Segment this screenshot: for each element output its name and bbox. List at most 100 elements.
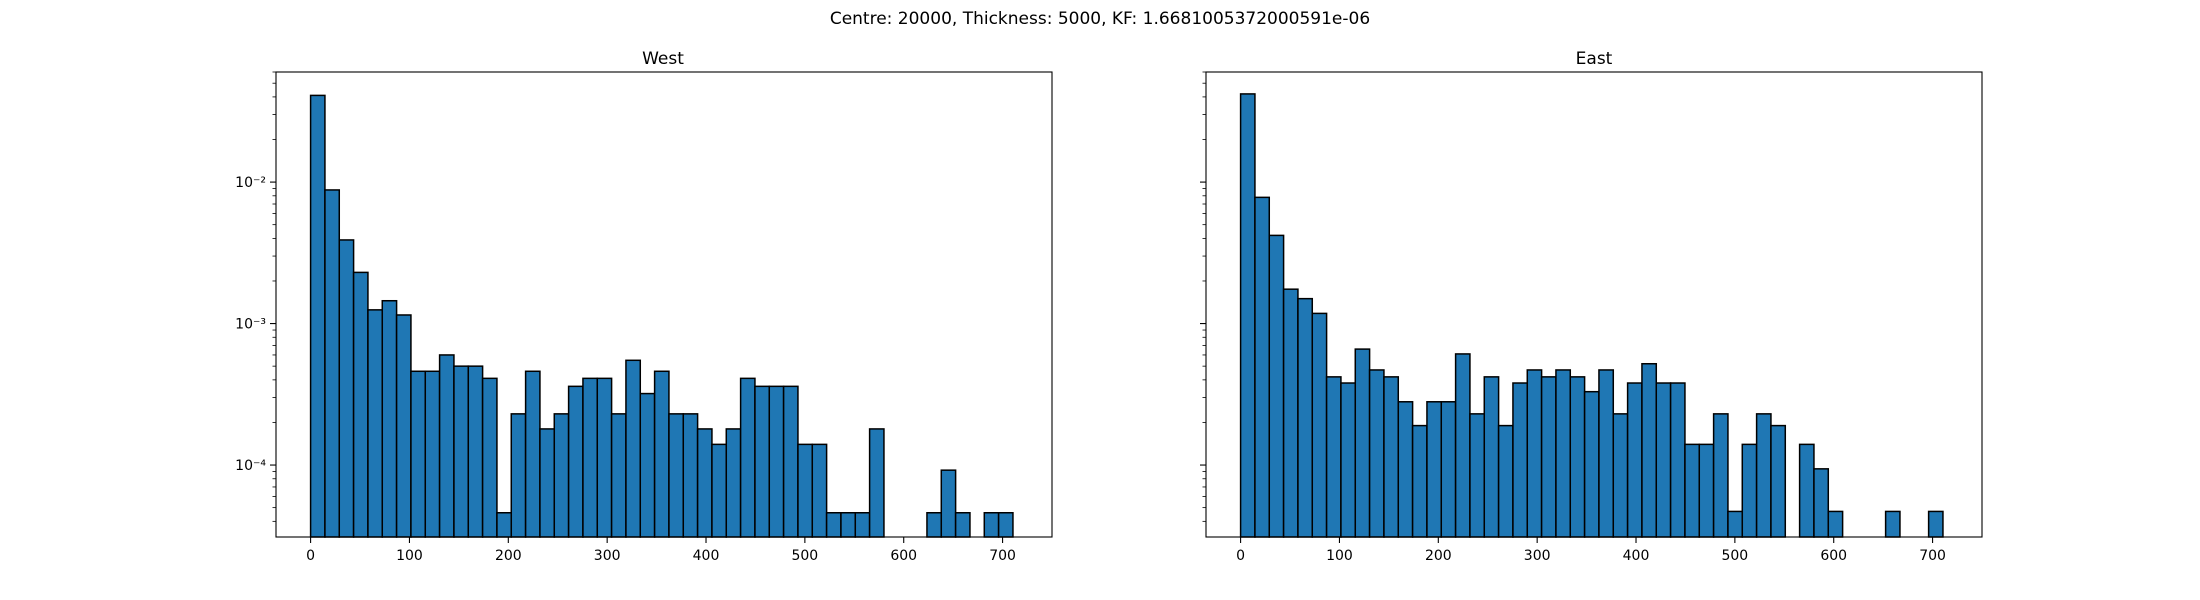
west-bar-30 — [739, 377, 756, 538]
west-bar-25 — [668, 413, 685, 538]
west-y-minor-ticks — [272, 71, 276, 522]
east-panel: East 0 100 200 300 400 500 600 700 — [1200, 49, 1983, 564]
west-bar-32 — [768, 385, 785, 538]
west-bar-18 — [567, 385, 584, 538]
west-x-tick-label-600: 600 — [890, 548, 917, 564]
east-bar-20 — [1526, 369, 1543, 538]
west-bar-15 — [524, 370, 541, 538]
west-bar-14 — [510, 413, 527, 538]
west-x-axis: 0 100 200 300 400 500 600 700 — [306, 537, 1016, 564]
east-bars — [1239, 93, 1944, 538]
west-bar-1 — [324, 189, 341, 538]
west-bar-47 — [983, 512, 1000, 538]
west-bar-21 — [610, 413, 627, 538]
east-x-tick-label-300: 300 — [1524, 548, 1551, 564]
east-x-tick-label-700: 700 — [1919, 548, 1946, 564]
east-bar-17 — [1483, 376, 1500, 538]
west-bar-39 — [868, 428, 885, 538]
east-bar-1 — [1254, 196, 1271, 538]
west-bar-17 — [553, 413, 570, 538]
east-bar-33 — [1712, 413, 1729, 538]
west-bar-3 — [352, 271, 369, 538]
east-bar-34 — [1727, 510, 1744, 538]
east-x-axis: 0 100 200 300 400 500 600 700 — [1236, 537, 1946, 564]
east-bar-30 — [1669, 382, 1686, 538]
west-x-tick-label-100: 100 — [396, 548, 423, 564]
east-x-tick-label-0: 0 — [1236, 548, 1245, 564]
east-bar-3 — [1282, 288, 1299, 538]
west-bar-7 — [410, 370, 427, 538]
west-bar-2 — [338, 239, 355, 538]
west-bar-13 — [496, 512, 513, 538]
west-y-axis: 10⁻⁴ 10⁻³ 10⁻² — [235, 175, 276, 474]
west-bar-35 — [811, 443, 828, 538]
east-bar-48 — [1927, 510, 1944, 538]
east-bar-13 — [1426, 401, 1443, 538]
west-bar-31 — [754, 385, 771, 538]
west-bar-16 — [539, 428, 556, 538]
west-y-tick-label-2: 10⁻² — [235, 175, 266, 191]
west-bar-22 — [625, 359, 642, 538]
east-bar-15 — [1454, 353, 1471, 538]
east-x-tick-label-500: 500 — [1721, 548, 1748, 564]
east-x-tick-label-200: 200 — [1425, 548, 1452, 564]
west-bar-27 — [696, 428, 713, 538]
west-bars — [309, 94, 1014, 538]
west-x-tick-label-700: 700 — [989, 548, 1016, 564]
east-bar-25 — [1598, 369, 1615, 538]
east-panel-title: East — [1576, 49, 1613, 69]
east-bar-39 — [1798, 443, 1815, 538]
east-bar-5 — [1311, 312, 1328, 538]
east-bar-11 — [1397, 401, 1414, 538]
east-bar-9 — [1368, 369, 1385, 538]
east-bar-7 — [1340, 382, 1357, 538]
east-bar-12 — [1411, 424, 1428, 538]
west-y-tick-label-1: 10⁻³ — [235, 317, 266, 333]
figure-title: Centre: 20000, Thickness: 5000, KF: 1.66… — [830, 9, 1370, 29]
west-bar-26 — [682, 413, 699, 538]
west-bar-45 — [954, 512, 971, 538]
east-bar-0 — [1239, 93, 1256, 538]
west-x-tick-label-200: 200 — [495, 548, 522, 564]
east-bar-14 — [1440, 401, 1457, 538]
west-bar-8 — [424, 370, 441, 538]
east-bar-31 — [1684, 443, 1701, 538]
west-x-tick-label-400: 400 — [693, 548, 720, 564]
east-bar-18 — [1497, 424, 1514, 538]
west-y-tick-label-0: 10⁻⁴ — [235, 458, 266, 474]
west-bar-34 — [797, 443, 814, 538]
west-bar-24 — [653, 370, 670, 538]
east-x-tick-label-100: 100 — [1326, 548, 1353, 564]
west-bar-36 — [825, 512, 842, 538]
east-x-tick-label-600: 600 — [1820, 548, 1847, 564]
east-bar-8 — [1354, 348, 1371, 538]
west-bar-4 — [367, 309, 384, 538]
east-bar-24 — [1583, 390, 1600, 538]
east-bar-23 — [1569, 376, 1586, 538]
west-bar-20 — [596, 377, 613, 538]
east-bar-4 — [1297, 297, 1314, 538]
east-bar-29 — [1655, 382, 1672, 538]
west-bar-43 — [926, 512, 943, 538]
west-bar-28 — [711, 443, 728, 538]
east-bar-19 — [1512, 382, 1529, 538]
west-bar-10 — [453, 365, 470, 538]
west-bar-48 — [997, 512, 1014, 538]
east-y-axis — [1200, 181, 1206, 466]
east-bar-26 — [1612, 413, 1629, 538]
west-bar-0 — [309, 94, 326, 538]
west-bar-9 — [438, 354, 455, 538]
west-bar-33 — [782, 385, 799, 538]
east-bar-45 — [1884, 510, 1901, 538]
east-bar-21 — [1540, 376, 1557, 538]
east-bar-36 — [1755, 413, 1772, 538]
east-x-tick-label-400: 400 — [1623, 548, 1650, 564]
west-bar-11 — [467, 365, 484, 538]
west-bar-12 — [481, 377, 498, 538]
west-panel-title: West — [642, 49, 684, 69]
west-bar-6 — [395, 314, 412, 538]
east-bar-6 — [1325, 376, 1342, 538]
east-bar-16 — [1469, 413, 1486, 538]
west-bar-37 — [840, 512, 857, 538]
